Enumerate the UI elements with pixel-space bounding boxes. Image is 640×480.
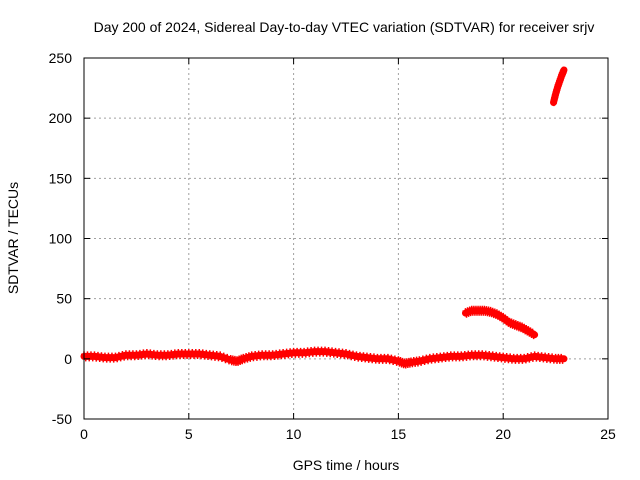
data-point <box>528 352 535 359</box>
ticks: 0 5 10 15 20 25 -50 0 50 100 150 200 250 <box>49 50 616 442</box>
data-point <box>245 352 252 359</box>
data-point <box>421 359 428 366</box>
x-tick-label: 20 <box>495 426 511 442</box>
data-point <box>419 355 426 362</box>
x-tick-label: 0 <box>80 426 88 442</box>
data-point <box>215 355 222 362</box>
x-tick-label: 10 <box>286 426 302 442</box>
data-point <box>524 353 531 360</box>
data-point <box>240 353 247 360</box>
data-point <box>348 354 355 361</box>
y-tick-label: 50 <box>56 291 72 307</box>
data-point <box>391 355 398 362</box>
data-point <box>343 349 349 356</box>
series-steep-segment <box>550 66 568 107</box>
x-tick-label: 15 <box>391 426 407 442</box>
data-point <box>244 356 251 363</box>
data-point <box>112 352 119 359</box>
y-axis-label: SDTVAR / TECUs <box>5 182 21 294</box>
y-tick-label: -50 <box>52 411 72 427</box>
series-arc-segment <box>462 305 539 340</box>
x-tick-label: 5 <box>185 426 193 442</box>
data-point <box>217 351 224 358</box>
data-point <box>222 357 229 364</box>
data-point <box>529 328 536 335</box>
data-point <box>416 356 423 363</box>
data-point <box>225 358 232 365</box>
data-point <box>560 67 567 74</box>
chart-title: Day 200 of 2024, Sidereal Day-to-day VTE… <box>94 19 595 35</box>
data-point <box>384 353 391 360</box>
x-axis-label: GPS time / hours <box>293 457 400 473</box>
y-tick-label: 200 <box>49 110 73 126</box>
data-point <box>224 353 231 360</box>
data-point <box>418 359 425 366</box>
data-points <box>80 66 568 369</box>
data-point <box>243 353 250 360</box>
data-point <box>241 357 248 364</box>
y-tick-label: 0 <box>64 351 72 367</box>
data-point <box>526 356 533 363</box>
data-point <box>349 350 356 357</box>
data-point <box>344 353 351 360</box>
data-point <box>388 354 395 361</box>
y-tick-label: 150 <box>49 170 73 186</box>
y-tick-label: 100 <box>49 231 73 247</box>
x-tick-label: 25 <box>600 426 616 442</box>
data-point <box>531 331 538 338</box>
series-main <box>80 346 568 369</box>
data-point <box>346 349 353 356</box>
data-point <box>115 351 122 358</box>
grid <box>84 58 608 419</box>
data-point <box>390 359 397 366</box>
data-point <box>218 356 225 363</box>
data-point <box>119 351 126 358</box>
data-point <box>117 355 124 362</box>
data-point <box>386 358 393 365</box>
y-tick-label: 250 <box>49 50 73 66</box>
data-point <box>560 355 567 362</box>
data-point <box>521 353 528 360</box>
data-point <box>114 356 121 363</box>
data-point <box>522 357 529 364</box>
data-point <box>220 352 227 359</box>
data-point <box>423 354 430 361</box>
data-point <box>393 359 400 366</box>
